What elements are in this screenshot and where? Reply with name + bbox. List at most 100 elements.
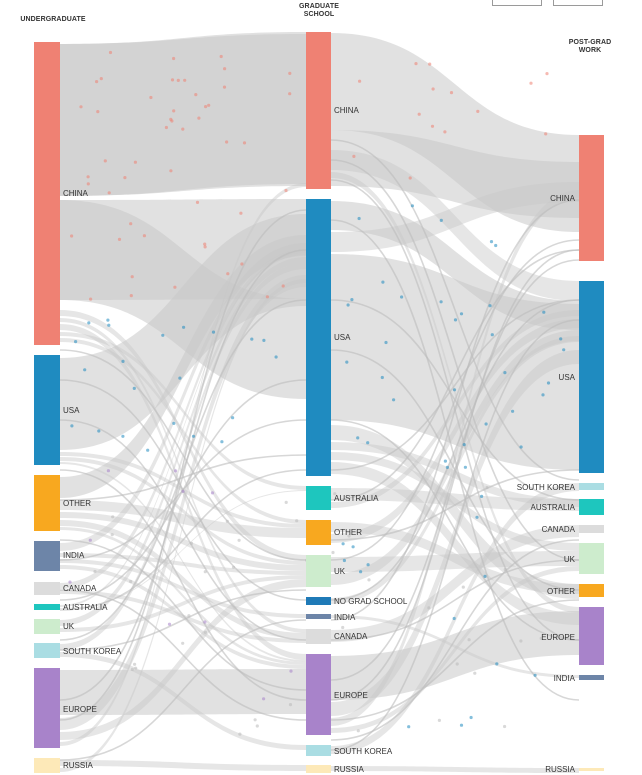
particle-dot-44 <box>129 294 133 298</box>
thread-a-13 <box>59 469 307 611</box>
node-postgrad-other[interactable] <box>579 584 604 597</box>
flow-links1-31[interactable] <box>60 275 306 730</box>
node-graduate-other[interactable] <box>306 520 331 545</box>
node-undergraduate-south-korea[interactable] <box>34 643 60 658</box>
flow-links1-15[interactable] <box>60 512 306 571</box>
flow-links1-25[interactable] <box>60 490 306 609</box>
particle-dot-29 <box>225 140 229 144</box>
node-undergraduate-europe[interactable] <box>34 668 60 748</box>
node-undergraduate-canada[interactable] <box>34 582 60 595</box>
flow-links1-22[interactable] <box>60 249 306 589</box>
node-postgrad-usa[interactable] <box>579 281 604 473</box>
node-postgrad-canada[interactable] <box>579 525 604 533</box>
particle-dot-71 <box>146 448 150 452</box>
particle-dot-74 <box>356 436 360 440</box>
flow-links1-4[interactable] <box>60 310 306 561</box>
label-undergraduate-india: INDIA <box>63 551 85 560</box>
flow-links1-11[interactable] <box>60 457 306 565</box>
flow-links1-18[interactable] <box>60 243 306 551</box>
node-undergraduate-china[interactable] <box>34 42 60 345</box>
node-postgrad-india[interactable] <box>579 675 604 680</box>
flow-links1-26[interactable] <box>60 257 306 626</box>
flow-links1-27[interactable] <box>60 575 306 632</box>
flow-links2-1[interactable] <box>331 130 579 218</box>
particle-dot-61 <box>132 386 136 390</box>
flow-links2-23[interactable] <box>331 566 579 733</box>
flow-links2-13[interactable] <box>331 522 579 594</box>
flow-links1-1[interactable] <box>60 34 306 196</box>
particle-dot-15 <box>222 85 227 89</box>
flow-links1-17[interactable] <box>60 527 306 665</box>
node-undergraduate-australia[interactable] <box>34 604 60 610</box>
flow-links1-30[interactable] <box>60 669 306 715</box>
particle-dot-28 <box>79 105 83 109</box>
node-graduate-usa[interactable] <box>306 199 331 476</box>
particle-dot-87 <box>519 445 523 449</box>
node-undergraduate-uk[interactable] <box>34 619 60 634</box>
particle-dot-9 <box>197 116 201 120</box>
particle-dot-105 <box>392 398 396 402</box>
flow-links2-25[interactable] <box>331 766 579 773</box>
flow-links2-11[interactable] <box>331 488 579 511</box>
flow-links1-20[interactable] <box>60 559 306 618</box>
node-postgrad-uk[interactable] <box>579 543 604 574</box>
node-postgrad-australia[interactable] <box>579 499 604 515</box>
flow-links2-14[interactable] <box>331 319 579 543</box>
flow-links2-2[interactable] <box>331 150 579 301</box>
flow-links1-34[interactable] <box>60 760 306 771</box>
particle-dot-163 <box>173 469 178 473</box>
flow-links1-7[interactable] <box>60 332 306 490</box>
node-postgrad-south-korea[interactable] <box>579 483 604 490</box>
node-undergraduate-usa[interactable] <box>34 355 60 465</box>
node-postgrad-europe[interactable] <box>579 607 604 665</box>
thread-a-14 <box>59 589 307 651</box>
flow-links1-12[interactable] <box>60 462 306 662</box>
flow-links2-9[interactable] <box>331 452 579 551</box>
node-postgrad-russia[interactable] <box>579 768 604 771</box>
flow-links1-19[interactable] <box>60 553 306 575</box>
particle-dot-180 <box>351 545 355 549</box>
node-undergraduate-india[interactable] <box>34 541 60 571</box>
node-graduate-south-korea[interactable] <box>306 745 331 756</box>
node-undergraduate-other[interactable] <box>34 475 60 531</box>
particle-dot-30 <box>288 92 292 96</box>
particle-dot-5 <box>133 160 137 164</box>
top-control-right[interactable] <box>553 0 603 6</box>
flow-links1-35[interactable] <box>60 279 306 772</box>
flow-links1-8[interactable] <box>60 338 306 524</box>
node-labels: CHINA USA OTHER INDIA CANADA AUSTRALIA UK SOUTH… <box>63 106 576 774</box>
particle-dot-116 <box>443 130 447 134</box>
flow-links2-20[interactable] <box>331 611 579 700</box>
node-graduate-china[interactable] <box>306 32 331 189</box>
flow-links1-13[interactable] <box>60 235 306 498</box>
undergraduate-title: UNDERGRADUATE <box>20 16 86 23</box>
flow-links2-10[interactable] <box>331 462 579 625</box>
thread-b-7 <box>330 299 580 471</box>
node-undergraduate-russia[interactable] <box>34 758 60 773</box>
particle-dot-85 <box>542 310 546 314</box>
column-header-graduate: GRADUATE SCHOOL <box>288 3 350 19</box>
flow-links1-21[interactable] <box>60 565 306 669</box>
node-graduate-no-grad-school[interactable] <box>306 597 331 605</box>
flow-links2-19[interactable] <box>331 525 579 642</box>
node-graduate-europe[interactable] <box>306 654 331 735</box>
node-graduate-uk[interactable] <box>306 555 331 587</box>
node-graduate-india[interactable] <box>306 614 331 619</box>
top-control-left[interactable] <box>492 0 542 6</box>
flow-links1-23[interactable] <box>60 590 306 643</box>
flow-links2-7[interactable] <box>331 425 579 599</box>
particle-dot-106 <box>408 176 412 180</box>
flow-links1-24[interactable] <box>60 251 306 607</box>
flow-links1-14[interactable] <box>60 500 306 538</box>
flow-links1-16[interactable] <box>60 520 306 639</box>
node-graduate-canada[interactable] <box>306 629 331 644</box>
flow-links1-32[interactable] <box>60 579 306 740</box>
flow-links2-5[interactable] <box>331 182 579 252</box>
particle-dot-107 <box>476 109 480 113</box>
flow-links2-15[interactable] <box>331 551 579 572</box>
particle-dot-82 <box>490 333 494 337</box>
node-graduate-russia[interactable] <box>306 765 331 773</box>
particle-dot-19 <box>103 159 107 163</box>
node-postgrad-china[interactable] <box>579 135 604 261</box>
node-graduate-australia[interactable] <box>306 486 331 510</box>
